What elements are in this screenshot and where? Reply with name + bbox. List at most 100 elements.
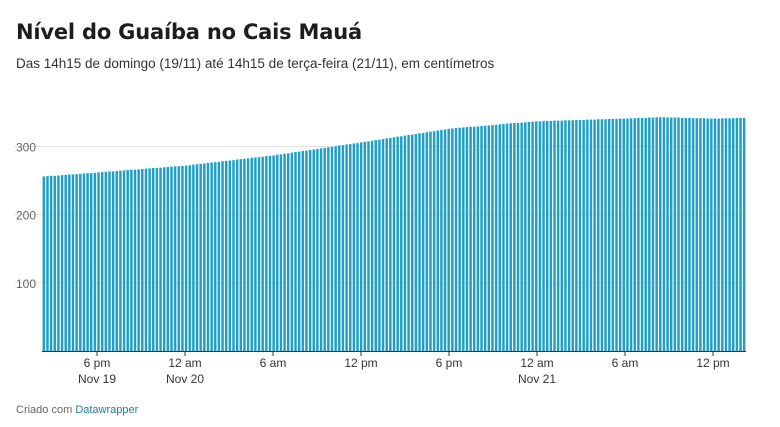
bar: [414, 133, 418, 351]
bar: [742, 117, 746, 352]
bar: [359, 142, 363, 351]
bar: [276, 154, 279, 351]
bar: [268, 155, 272, 351]
bar: [363, 141, 367, 351]
bar: [173, 166, 177, 351]
bar: [717, 118, 720, 351]
bar: [86, 173, 89, 351]
bar: [286, 153, 290, 351]
y-tick-label: 300: [16, 141, 36, 155]
bar: [115, 171, 119, 351]
bar: [170, 166, 173, 351]
bar: [250, 157, 253, 351]
bar: [348, 144, 352, 351]
bar: [524, 122, 527, 351]
bar: [126, 170, 129, 351]
bar: [119, 170, 122, 351]
x-tick-label: 12 am: [520, 356, 553, 370]
bar: [669, 117, 673, 351]
bar: [476, 126, 480, 351]
bar: [589, 119, 593, 351]
bar: [724, 118, 728, 352]
bar: [221, 161, 224, 351]
bar: [257, 157, 261, 351]
bar: [68, 174, 71, 351]
bar: [210, 162, 213, 351]
bar: [334, 146, 337, 351]
bar: [93, 172, 97, 351]
x-tick-label: 6 pm: [436, 356, 463, 370]
bar: [659, 117, 662, 351]
bar: [611, 118, 615, 351]
bar: [279, 154, 283, 351]
bar: [575, 119, 578, 351]
x-tick-label: 6 am: [260, 356, 287, 370]
bar: [79, 173, 82, 351]
bar: [60, 175, 64, 351]
bar: [57, 175, 60, 351]
chart-subtitle: Das 14h15 de domingo (19/11) até 14h15 d…: [16, 56, 495, 71]
bar: [655, 117, 658, 351]
bar: [133, 169, 137, 351]
bar: [235, 159, 239, 351]
credit-brand-link[interactable]: Datawrapper: [75, 404, 139, 416]
bar: [312, 149, 315, 351]
bar: [239, 159, 243, 351]
bar: [542, 120, 545, 351]
bar: [491, 125, 494, 351]
bar: [666, 117, 669, 351]
bar: [381, 139, 385, 351]
bar: [294, 151, 297, 351]
bar: [629, 118, 633, 352]
x-tick-label: 12 am: [168, 356, 201, 370]
bar: [272, 155, 275, 351]
bar: [152, 168, 155, 351]
bar: [513, 123, 516, 351]
bar: [108, 171, 111, 351]
bar: [451, 128, 454, 351]
x-tick-label: 12 pm: [344, 356, 377, 370]
bar: [644, 117, 647, 352]
bar: [392, 137, 396, 351]
bar: [243, 158, 246, 351]
bar: [462, 127, 465, 351]
bar: [104, 171, 108, 351]
bar: [130, 169, 133, 351]
bar: [224, 160, 228, 351]
bar: [600, 119, 604, 351]
bar: [64, 174, 67, 351]
bar: [327, 147, 330, 351]
bar: [181, 165, 184, 351]
bar: [341, 145, 345, 351]
bar: [487, 125, 491, 352]
bar: [699, 118, 702, 352]
axes: 100 200 300 6 pm Nov 19 12 am Nov 20 6 am 12 pm 6…: [16, 141, 746, 386]
bar: [90, 173, 93, 351]
credit-footer: Criado com Datawrapper: [16, 404, 138, 416]
bar: [706, 118, 709, 351]
bar: [217, 161, 221, 351]
bar: [367, 141, 370, 351]
bar: [148, 168, 151, 351]
bar: [447, 128, 450, 351]
bar: [549, 120, 553, 351]
bar: [494, 124, 498, 351]
bar: [695, 118, 698, 352]
bar: [677, 117, 680, 351]
bar: [440, 129, 443, 351]
bar: [436, 130, 440, 351]
bar: [97, 172, 100, 351]
bar: [469, 126, 472, 351]
bar: [615, 118, 618, 351]
bar: [385, 138, 388, 351]
bar: [265, 156, 268, 351]
bar: [400, 136, 403, 351]
bar-chart: 100 200 300 6 pm Nov 19 12 am Nov 20 6 am 12 pm 6…: [14, 117, 746, 386]
x-tick-label: 6 am: [612, 356, 639, 370]
bar: [593, 119, 596, 351]
bar: [480, 126, 483, 351]
bar: [352, 143, 356, 351]
bar: [188, 165, 191, 351]
bar: [637, 117, 640, 352]
bar: [465, 127, 469, 351]
